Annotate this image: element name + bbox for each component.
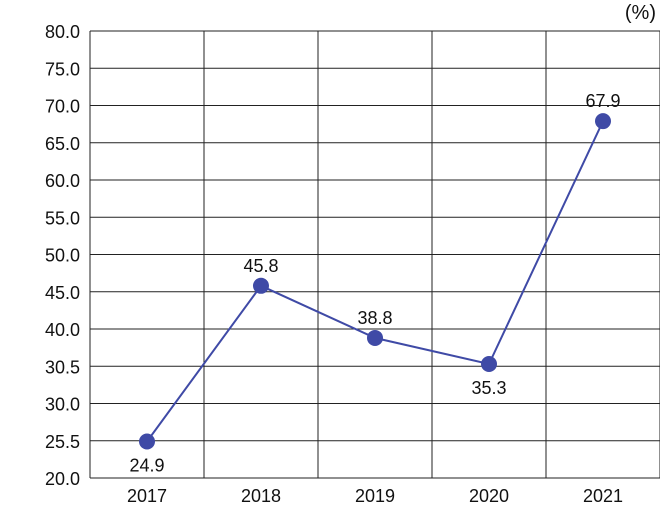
y-tick-label: 20.0 bbox=[45, 469, 80, 489]
data-label: 67.9 bbox=[585, 91, 620, 111]
y-tick-label: 55.0 bbox=[45, 208, 80, 228]
data-label: 45.8 bbox=[243, 256, 278, 276]
x-tick-label: 2018 bbox=[241, 486, 281, 506]
y-tick-label: 25.5 bbox=[45, 432, 80, 452]
y-tick-label: 60.0 bbox=[45, 171, 80, 191]
data-point bbox=[481, 356, 497, 373]
x-tick-label: 2020 bbox=[469, 486, 509, 506]
y-tick-label: 50.0 bbox=[45, 246, 80, 266]
data-point bbox=[253, 277, 269, 294]
series-line bbox=[146, 120, 604, 443]
y-tick-label: 65.0 bbox=[45, 134, 80, 154]
y-tick-label: 30.0 bbox=[45, 395, 80, 415]
y-tick-label: 70.0 bbox=[45, 97, 80, 117]
y-tick-label: 30.5 bbox=[45, 357, 80, 377]
y-tick-label: 40.0 bbox=[45, 320, 80, 340]
x-tick-label: 2017 bbox=[127, 486, 167, 506]
data-point bbox=[595, 113, 611, 130]
y-tick-label: 80.0 bbox=[45, 22, 80, 42]
x-tick-label: 2021 bbox=[583, 486, 623, 506]
y-tick-label: 45.0 bbox=[45, 283, 80, 303]
data-point bbox=[367, 329, 383, 346]
data-point bbox=[139, 433, 155, 450]
data-label: 38.8 bbox=[357, 308, 392, 328]
y-tick-label: 75.0 bbox=[45, 59, 80, 79]
data-label: 24.9 bbox=[129, 455, 164, 475]
unit-label: (%) bbox=[624, 2, 656, 24]
x-tick-label: 2019 bbox=[355, 486, 395, 506]
data-label: 35.3 bbox=[471, 378, 506, 398]
